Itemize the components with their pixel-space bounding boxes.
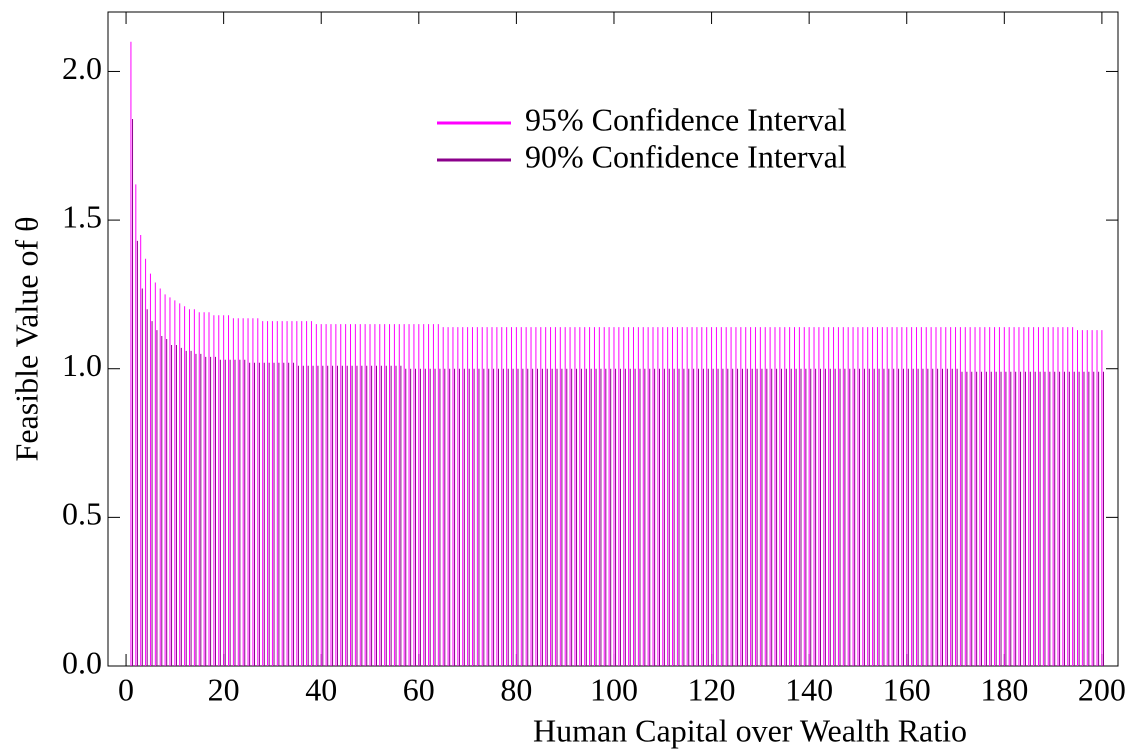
y-tick-label: 0.5 <box>62 496 102 532</box>
x-tick-label: 200 <box>1078 671 1126 707</box>
legend-label: 95% Confidence Interval <box>525 101 847 137</box>
y-axis-label: Feasible Value of θ <box>8 217 44 462</box>
x-tick-label: 60 <box>403 671 435 707</box>
x-tick-label: 180 <box>980 671 1028 707</box>
y-tick-label: 0.0 <box>62 644 102 680</box>
plot-frame <box>107 11 1119 667</box>
x-tick-label: 40 <box>305 671 337 707</box>
x-tick-label: 20 <box>208 671 240 707</box>
x-axis-label: Human Capital over Wealth Ratio <box>533 712 967 748</box>
x-tick-label: 140 <box>785 671 833 707</box>
x-tick-label: 0 <box>118 671 134 707</box>
y-tick-label: 2.0 <box>62 50 102 86</box>
x-tick-label: 160 <box>883 671 931 707</box>
x-tick-label: 80 <box>500 671 532 707</box>
y-tick-label: 1.0 <box>62 347 102 383</box>
x-tick-label: 120 <box>688 671 736 707</box>
x-tick-label: 100 <box>590 671 638 707</box>
y-tick-label: 1.5 <box>62 198 102 234</box>
legend-label: 90% Confidence Interval <box>525 138 847 174</box>
